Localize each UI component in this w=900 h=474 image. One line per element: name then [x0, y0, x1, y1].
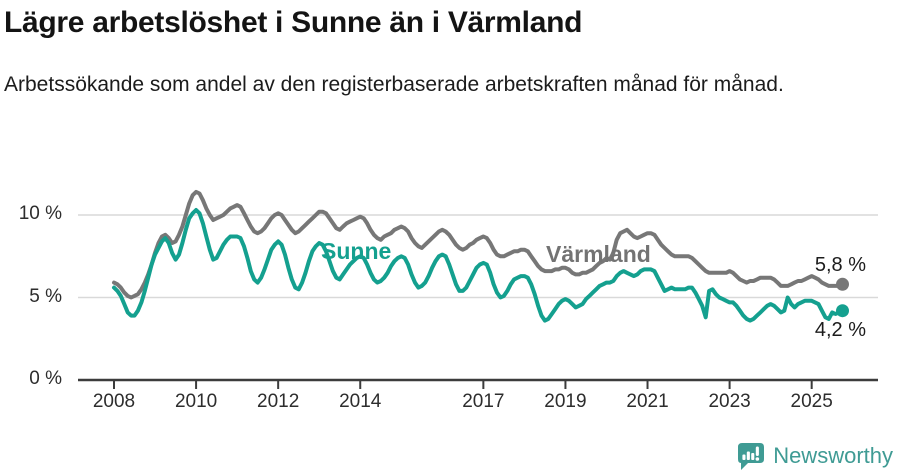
x-axis-label-2008: 2008: [92, 391, 136, 412]
newsworthy-chart-bubble-icon: [736, 441, 766, 471]
newsworthy-logo: Newsworthy: [736, 441, 893, 471]
x-axis-label-2010: 2010: [174, 391, 218, 412]
y-axis-label-10: 10 %: [18, 203, 62, 224]
chart-subtitle: Arbetssökande som andel av den registerb…: [4, 73, 784, 96]
series-label-varmland: Värmland: [546, 241, 651, 267]
series-end-dot-sunne: [836, 304, 849, 318]
series-end-dot-värmland: [836, 277, 849, 291]
series-line-sunne: [112, 208, 845, 323]
x-axis-label-2017: 2017: [462, 391, 505, 412]
end-value-label-sunne: 4,2 %: [814, 319, 866, 341]
x-axis-label-2019: 2019: [544, 391, 587, 412]
y-axis-label-5: 5 %: [29, 286, 62, 307]
x-axis-label-2012: 2012: [257, 391, 300, 412]
series-label-sunne: Sunne: [321, 238, 392, 264]
series-line-värmland: [112, 189, 845, 300]
y-axis-label-0: 0 %: [29, 368, 62, 389]
x-axis-label-2014: 2014: [339, 391, 382, 412]
x-axis-label-2021: 2021: [626, 391, 669, 412]
end-value-label-varmland: 5,8 %: [814, 254, 866, 276]
x-axis-label-2023: 2023: [708, 391, 751, 412]
page-title: Lägre arbetslöshet i Sunne än i Värmland: [4, 6, 583, 39]
newsworthy-logo-text: Newsworthy: [773, 443, 893, 468]
x-axis-label-2025: 2025: [790, 391, 833, 412]
